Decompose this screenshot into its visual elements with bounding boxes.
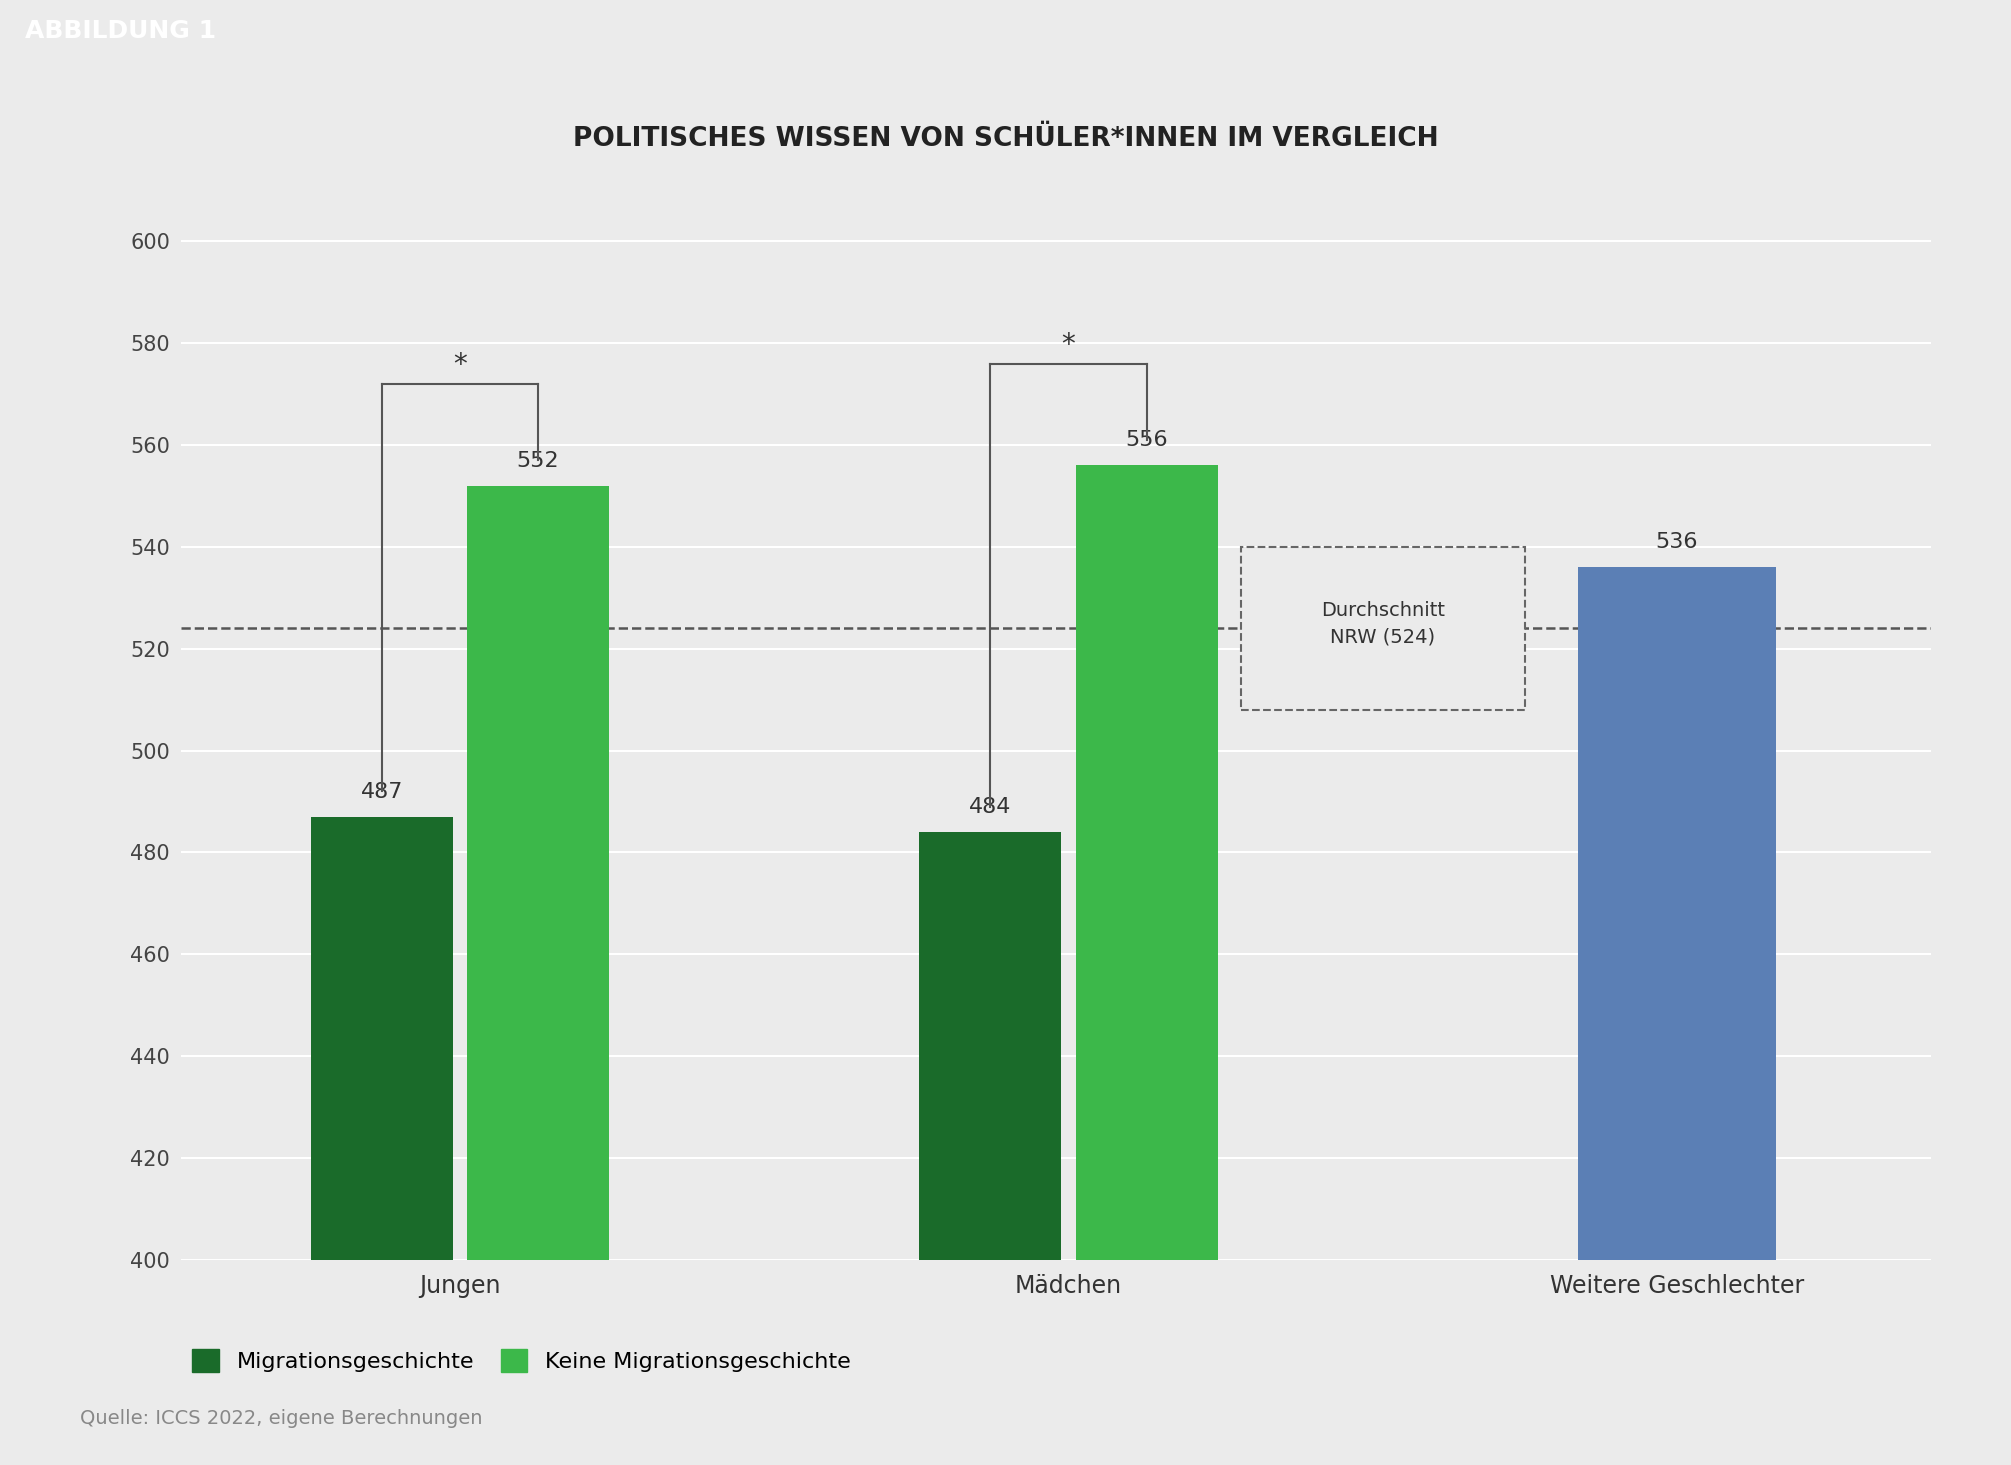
Text: 484: 484 [969,797,1012,817]
Text: 556: 556 [1126,431,1168,450]
Text: *: * [1062,331,1076,359]
Text: 487: 487 [360,781,402,801]
Bar [919,832,1062,1260]
Bar [467,486,609,1260]
Text: Quelle: ICCS 2022, eigene Berechnungen: Quelle: ICCS 2022, eigene Berechnungen [80,1409,483,1428]
Text: *: * [452,352,467,379]
Legend: Migrationsgeschichte, Keine Migrationsgeschichte: Migrationsgeschichte, Keine Migrationsge… [193,1349,851,1371]
FancyBboxPatch shape [1241,546,1524,711]
Bar [1577,567,1776,1260]
Bar [1076,466,1217,1260]
Text: POLITISCHES WISSEN VON SCHÜLER*INNEN IM VERGLEICH: POLITISCHES WISSEN VON SCHÜLER*INNEN IM … [573,126,1438,152]
Bar [312,817,452,1260]
Text: 536: 536 [1655,532,1697,552]
Text: ABBILDUNG 1: ABBILDUNG 1 [26,19,217,44]
Text: 552: 552 [517,451,559,470]
Text: Durchschnitt
NRW (524): Durchschnitt NRW (524) [1321,601,1444,646]
